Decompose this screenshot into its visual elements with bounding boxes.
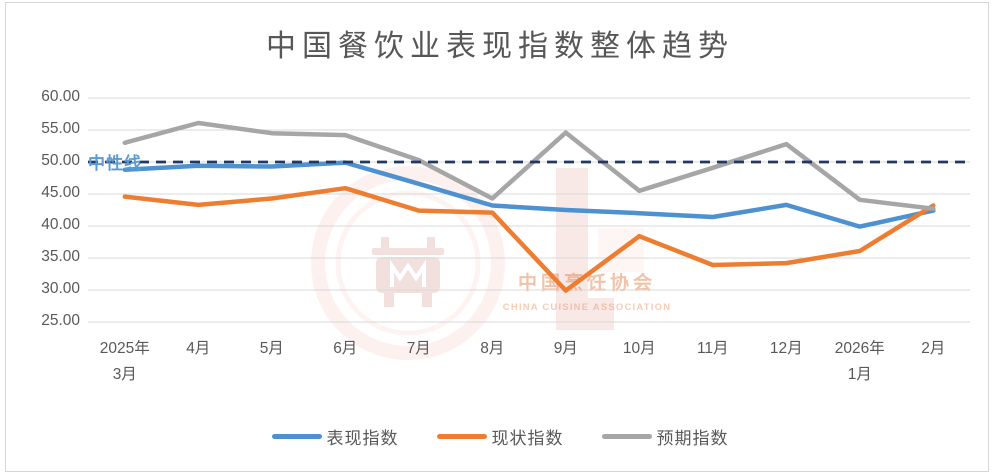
x-axis-category: 2025年 3月 — [79, 336, 171, 388]
x-axis-tick-label: 5月 — [259, 340, 284, 357]
x-axis-tick-label: 1月 — [847, 366, 872, 383]
x-axis-category: 8月 — [446, 336, 538, 362]
x-axis-tick-label: 11月 — [696, 340, 729, 357]
x-axis-category: 9月 — [520, 336, 612, 362]
x-axis-tick-label: 9月 — [553, 340, 578, 357]
y-axis-tick-label: 50.00 — [41, 152, 80, 169]
y-axis-tick-label: 40.00 — [41, 216, 80, 233]
x-axis-tick-label: 2025年 — [99, 340, 150, 357]
x-axis-tick-label: 8月 — [480, 340, 505, 357]
y-axis-tick-label: 45.00 — [41, 184, 80, 201]
y-axis-tick-label: 35.00 — [41, 248, 80, 265]
x-axis-tick-label: 10月 — [622, 340, 656, 357]
series-lines — [122, 120, 936, 293]
legend-label: 预期指数 — [656, 429, 729, 448]
x-axis-tick-label: 4月 — [186, 340, 211, 357]
x-axis-tick-label: 6月 — [333, 340, 358, 357]
x-axis-tick-label: 2月 — [921, 340, 946, 357]
series-line-performance-index — [122, 160, 936, 229]
x-axis-category: 10月 — [593, 336, 685, 362]
chart-frame — [5, 2, 989, 472]
legend: 表现指数 现状指数 预期指数 — [0, 424, 1000, 449]
ding-vessel-icon — [372, 237, 444, 307]
x-axis-tick-label: 3月 — [112, 366, 137, 383]
x-axis-category: 2026年 1月 — [814, 336, 906, 388]
legend-label: 现状指数 — [491, 429, 564, 448]
legend-item-current-index: 现状指数 — [436, 424, 564, 449]
neutral-line-label: 中性线 — [88, 154, 142, 173]
y-axis-tick-label: 55.00 — [41, 120, 80, 137]
y-axis-tick-label: 30.00 — [41, 280, 80, 297]
x-axis-category: 2月 — [887, 336, 979, 362]
series-line-expectation-index — [122, 120, 936, 211]
x-axis-category: 7月 — [373, 336, 465, 362]
legend-swatch-current-index — [436, 434, 487, 439]
legend-item-performance-index: 表现指数 — [271, 424, 399, 449]
series-line-current-index — [122, 185, 936, 293]
legend-item-expectation-index: 预期指数 — [601, 424, 729, 449]
x-axis-category: 5月 — [226, 336, 318, 362]
y-axis-tick-label: 25.00 — [41, 312, 80, 329]
x-axis-category: 11月 — [667, 336, 759, 362]
x-axis-tick-label: 12月 — [769, 340, 803, 357]
x-axis-tick-label: 7月 — [406, 340, 431, 357]
x-axis-tick-label: 2026年 — [834, 340, 885, 357]
legend-swatch-performance-index — [271, 434, 322, 439]
x-axis-category: 12月 — [740, 336, 832, 362]
x-axis-category: 6月 — [299, 336, 391, 362]
chart-title: 中国餐饮业表现指数整体趋势 — [266, 30, 734, 63]
watermark-en-text: CHINA CUISINE ASSOCIATION — [503, 302, 671, 313]
legend-swatch-expectation-index — [601, 434, 652, 439]
x-axis-category: 4月 — [152, 336, 244, 362]
y-axis-tick-label: 60.00 — [41, 88, 80, 105]
legend-label: 表现指数 — [326, 429, 399, 448]
